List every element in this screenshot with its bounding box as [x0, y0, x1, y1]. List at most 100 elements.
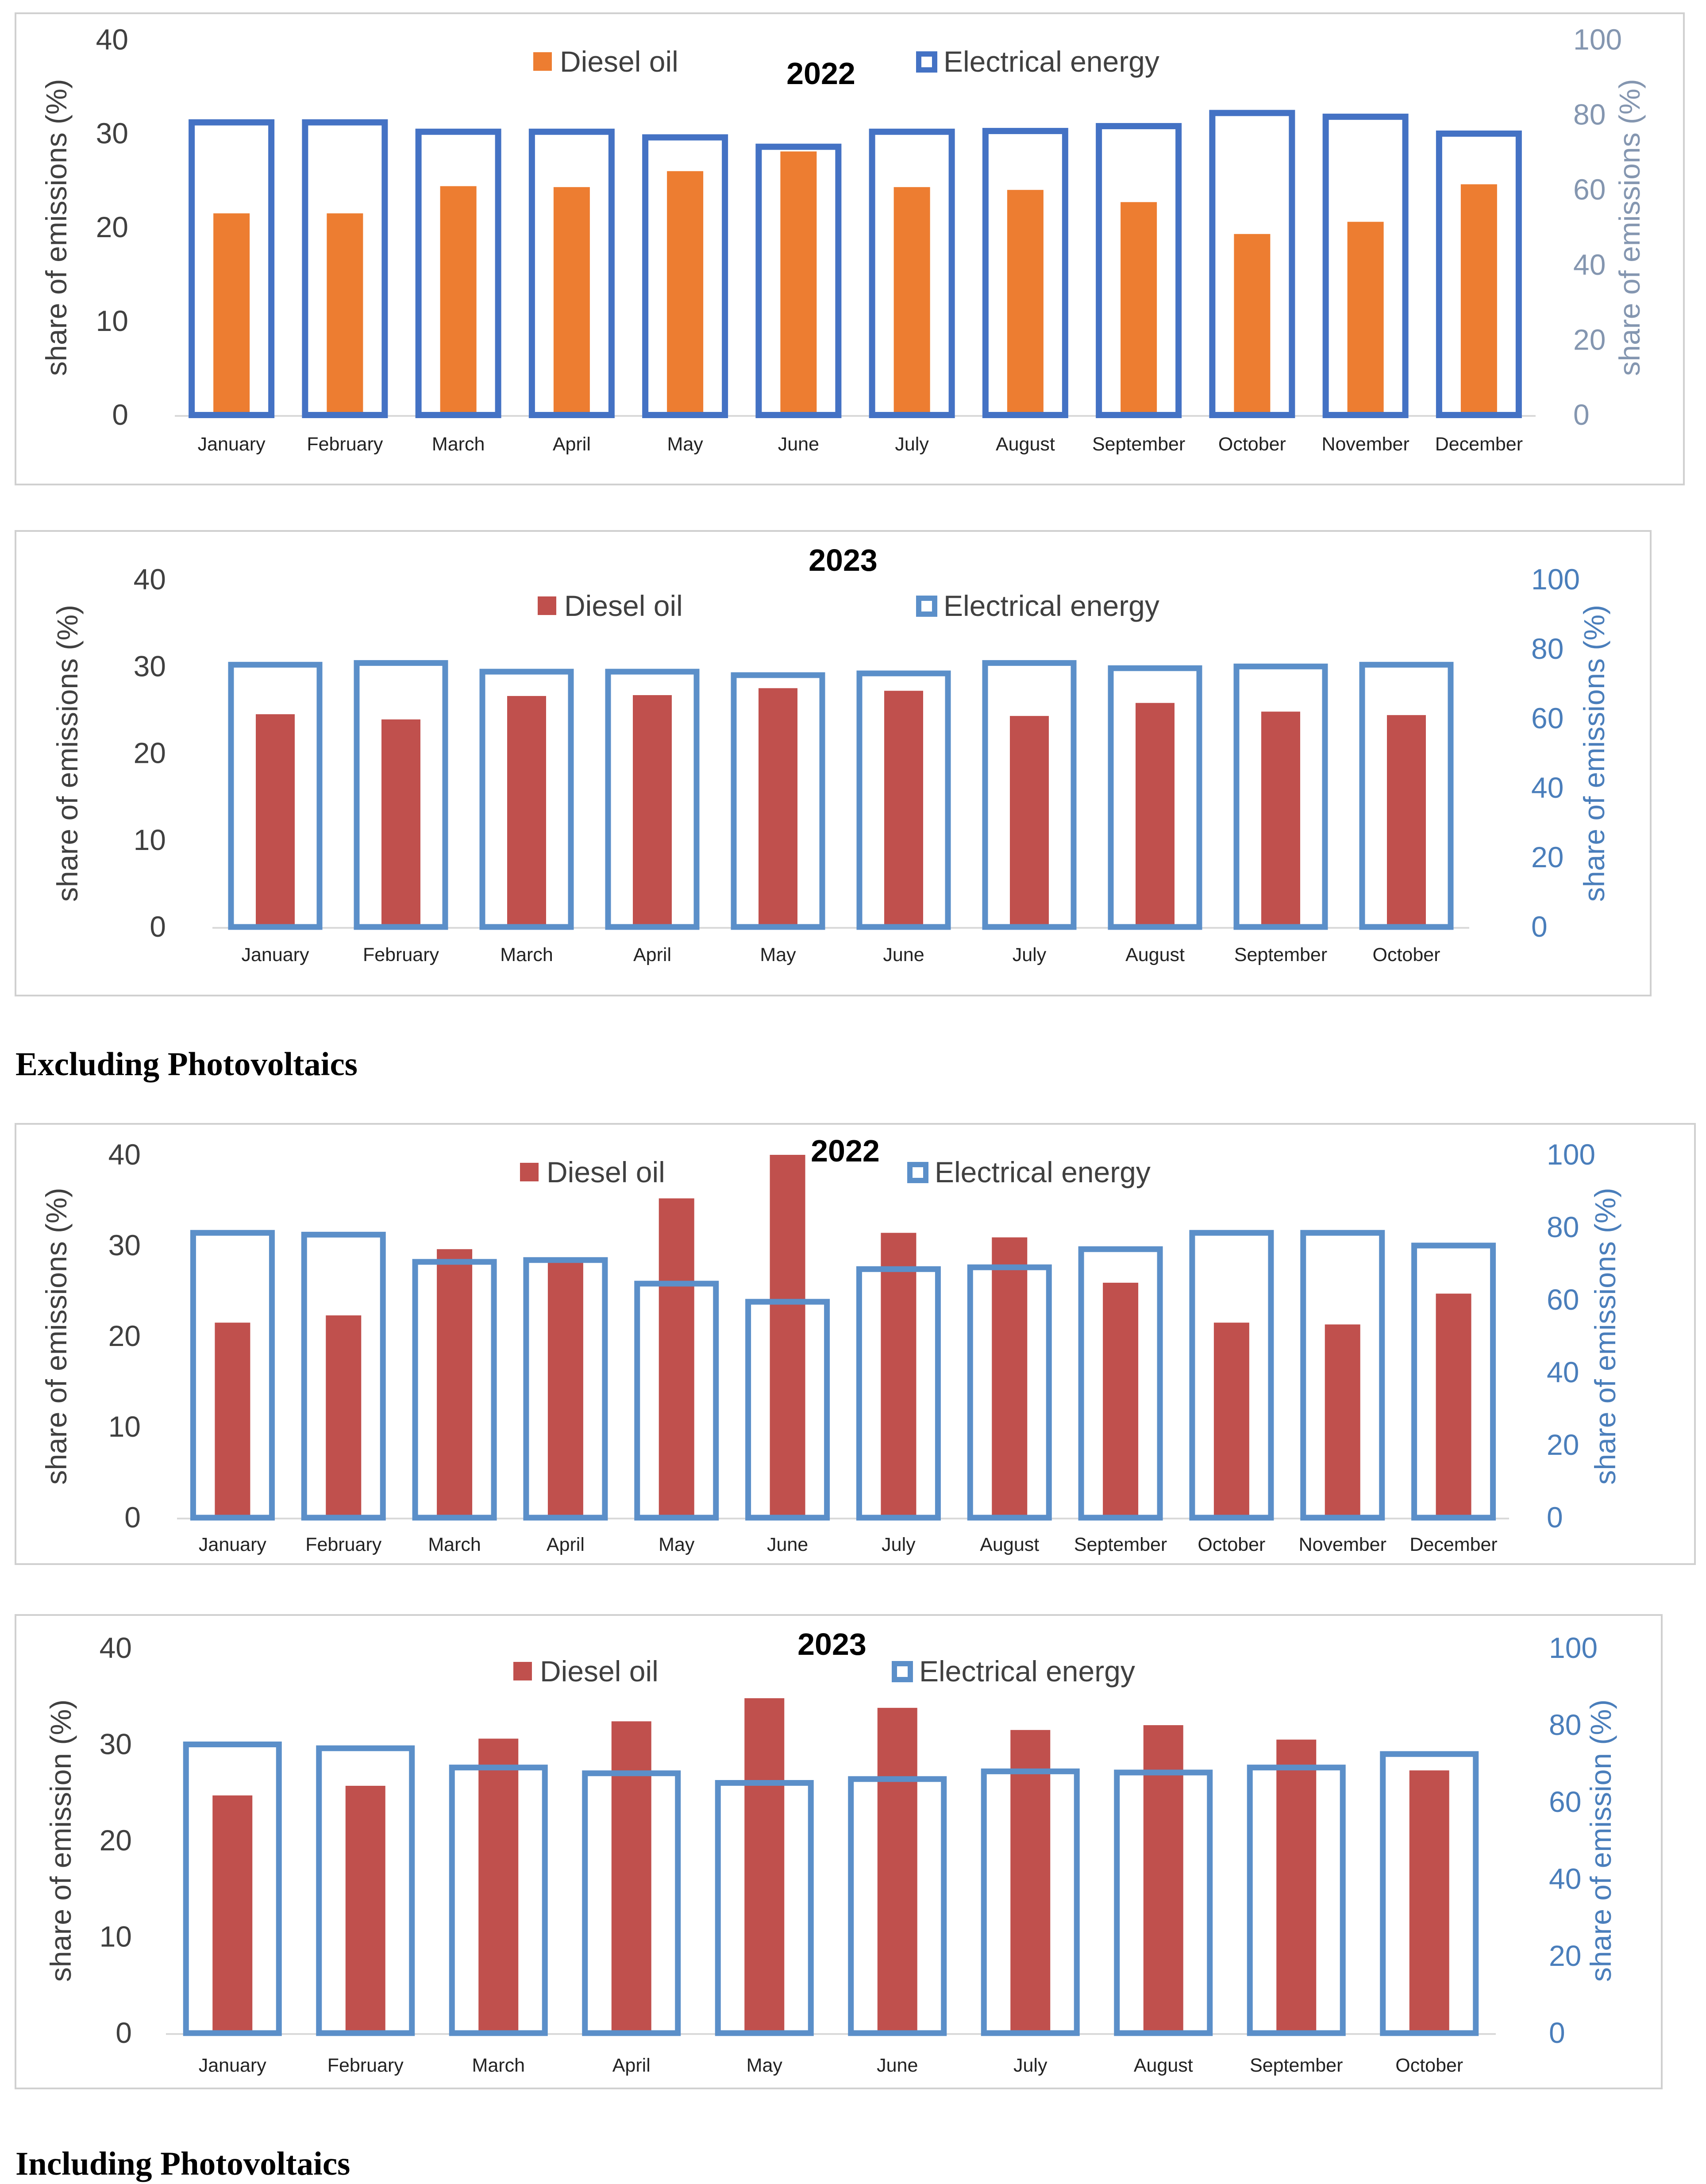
chart4-ytick-30: 30 — [100, 1728, 132, 1761]
chart2-bar-electrical-june — [856, 670, 951, 930]
chart3-bar-diesel-december — [1436, 1293, 1471, 1518]
chart4-legend-diesel-label: Diesel oil — [540, 1655, 659, 1688]
chart1-xtick-june: June — [778, 434, 819, 455]
chart3-xtick-october: October — [1198, 1534, 1265, 1555]
chart1-bar-electrical-december — [1436, 131, 1522, 418]
chart2-bar-electrical-september — [1233, 663, 1328, 930]
chart4-y2tick-0: 0 — [1549, 2016, 1565, 2049]
chart4-bar-electrical-august — [1114, 1769, 1213, 2036]
chart2-bar-diesel-march — [507, 696, 546, 927]
chart1-ytick-0: 0 — [112, 398, 128, 431]
chart3-bar-electrical-december — [1411, 1242, 1496, 1521]
chart2-bar-electrical-august — [1108, 665, 1202, 930]
chart4-bar-diesel-march — [478, 1738, 519, 2033]
chart3: 0 10 20 30 40 0 20 40 60 80 100 share of emissions … — [15, 1123, 1696, 1565]
chart1-legend-diesel-swatch — [533, 52, 552, 71]
chart4-bar-diesel-october — [1409, 1770, 1449, 2033]
chart2-bar-diesel-july — [1010, 716, 1049, 927]
chart1-bar-diesel-february — [327, 213, 363, 415]
chart4-xtick-march: March — [472, 2055, 525, 2076]
chart3-ytick-30: 30 — [108, 1229, 141, 1261]
chart3-ytick-40: 40 — [108, 1138, 141, 1171]
chart4-y2tick-20: 20 — [1549, 1939, 1581, 1972]
chart4-bar-diesel-august — [1143, 1725, 1183, 2033]
chart2-legend-diesel-label: Diesel oil — [564, 589, 683, 622]
chart1-title: 2022 — [786, 56, 855, 91]
chart1-bar-diesel-april — [553, 187, 590, 415]
chart4-legend-electrical-swatch — [892, 1661, 913, 1682]
chart2-bar-diesel-august — [1136, 703, 1175, 927]
chart2-bar-diesel-april — [633, 695, 672, 927]
chart3-bar-electrical-february — [301, 1231, 386, 1521]
chart1-bar-diesel-september — [1121, 202, 1157, 415]
chart4-legend-electrical-label: Electrical energy — [919, 1655, 1135, 1688]
chart4-ytick-20: 20 — [100, 1824, 132, 1857]
chart1-bar-diesel-january — [213, 213, 250, 415]
chart3-y2tick-20: 20 — [1547, 1428, 1579, 1461]
chart3-bar-diesel-september — [1103, 1283, 1139, 1518]
chart2-ytick-30: 30 — [134, 650, 166, 682]
chart2-y2tick-80: 80 — [1531, 632, 1564, 665]
chart1-bar-electrical-may — [642, 134, 728, 419]
chart4-frame — [15, 1614, 1663, 2089]
chart4-xtick-june: June — [877, 2055, 918, 2076]
chart4-y2tick-80: 80 — [1549, 1708, 1581, 1741]
chart1-bar-electrical-november — [1322, 113, 1409, 418]
chart1-xtick-september: September — [1092, 434, 1185, 455]
chart1-y2tick-40: 40 — [1573, 248, 1606, 281]
chart2-bar-diesel-october — [1387, 715, 1426, 927]
chart3-bar-electrical-may — [634, 1280, 719, 1521]
chart3-xtick-june: June — [767, 1534, 808, 1555]
chart1-legend-electrical-swatch — [916, 51, 937, 73]
chart4-bar-electrical-july — [981, 1768, 1080, 2036]
chart2-bar-electrical-july — [982, 660, 1077, 930]
chart3-bar-diesel-october — [1213, 1323, 1249, 1518]
chart1-bar-electrical-march — [415, 128, 501, 418]
chart1-xtick-november: November — [1321, 434, 1409, 455]
chart3-bar-diesel-april — [547, 1261, 583, 1518]
chart4: 0 10 20 30 40 0 20 40 60 80 100 share of emission (… — [15, 1614, 1663, 2089]
chart1-legend-electrical-label: Electrical energy — [943, 45, 1159, 78]
chart3-y2label: share of emissions (%) — [1589, 1188, 1621, 1484]
chart2-xtick-july: July — [1013, 944, 1047, 965]
chart4-title: 2023 — [797, 1627, 866, 1661]
chart1-ytick-20: 20 — [96, 211, 128, 243]
chart3-y2tick-40: 40 — [1547, 1356, 1579, 1388]
chart3-title: 2022 — [811, 1134, 880, 1168]
chart1-y2tick-20: 20 — [1573, 323, 1606, 356]
chart1-ytick-10: 10 — [96, 304, 128, 337]
chart1-bar-electrical-january — [189, 119, 275, 418]
chart2-y2tick-60: 60 — [1531, 702, 1564, 734]
chart1-ytick-30: 30 — [96, 117, 128, 150]
chart4-bar-diesel-january — [212, 1795, 253, 2033]
chart4-legend-diesel-swatch — [513, 1662, 532, 1680]
chart4-y2tick-60: 60 — [1549, 1785, 1581, 1818]
chart3-bar-diesel-may — [659, 1198, 694, 1518]
chart2-y2tick-0: 0 — [1531, 910, 1548, 943]
chart2-title: 2023 — [809, 543, 878, 577]
chart4-xtick-october: October — [1395, 2055, 1463, 2076]
chart3-legend-diesel-swatch — [520, 1163, 539, 1181]
chart2-bar-diesel-may — [759, 688, 797, 927]
chart2-ytick-0: 0 — [150, 910, 166, 943]
chart3-bar-electrical-august — [967, 1264, 1052, 1521]
chart3-bar-electrical-march — [412, 1259, 497, 1521]
chart1-xtick-july: July — [895, 434, 929, 455]
chart4-bar-electrical-may — [715, 1780, 814, 2036]
chart2: 0 10 20 30 40 0 20 40 60 80 100 share of emissions … — [15, 530, 1652, 996]
chart2-xtick-june: June — [883, 944, 924, 965]
chart2-y2label: share of emissions (%) — [1578, 605, 1610, 902]
chart2-xtick-may: May — [760, 944, 796, 965]
chart4-bar-electrical-january — [183, 1742, 282, 2036]
chart1-xtick-may: May — [667, 434, 704, 455]
chart2-ytick-40: 40 — [134, 563, 166, 596]
chart2-xtick-january: January — [242, 944, 309, 965]
chart4-xtick-january: January — [199, 2055, 266, 2076]
chart3-bar-electrical-april — [523, 1257, 608, 1521]
chart4-bar-electrical-september — [1247, 1765, 1346, 2036]
chart2-y2tick-100: 100 — [1531, 563, 1580, 596]
chart2-ytick-20: 20 — [134, 737, 166, 769]
chart1-xtick-october: October — [1218, 434, 1286, 455]
chart2-bar-electrical-april — [605, 669, 700, 930]
chart1-bar-diesel-october — [1234, 234, 1271, 415]
